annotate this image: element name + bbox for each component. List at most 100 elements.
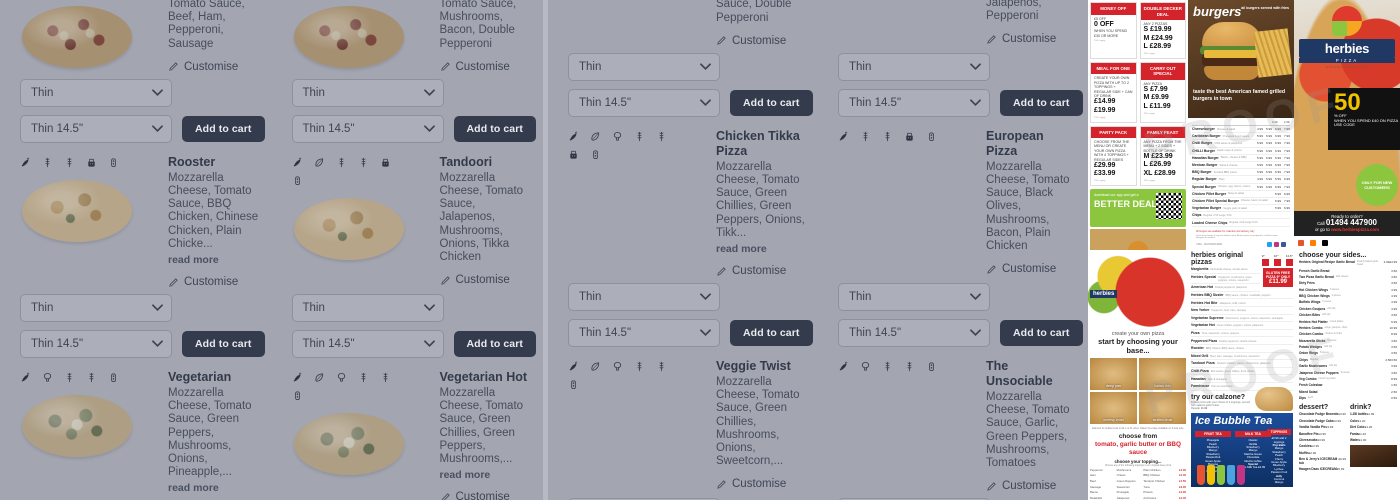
wheat-icon — [86, 372, 97, 383]
controls-cell: Thin Thin 14.5" Add to cart — [548, 277, 818, 355]
product-card[interactable]: Tomato Sauce, Mushrooms, Bacon, Double P… — [282, 0, 534, 73]
add-to-cart-button[interactable]: Add to cart — [1000, 89, 1083, 116]
read-more-link[interactable]: read more — [716, 243, 767, 256]
add-to-cart-button[interactable]: Add to cart — [453, 331, 537, 358]
customise-link[interactable]: Customise — [716, 35, 808, 47]
product-card[interactable]: Tandoori Mozzarella Cheese, Tomato Sauce… — [282, 151, 534, 286]
size-select[interactable]: Thin 14.5" — [20, 330, 172, 359]
customise-link[interactable]: Customise — [440, 274, 534, 286]
topping-name: Sausage — [1090, 484, 1102, 489]
controls-cell: Thin Thin 14.5" Add to cart — [272, 288, 544, 366]
product-card[interactable]: Veggie Twist Mozzarella Cheese, Tomato S… — [558, 355, 808, 490]
size-select[interactable]: Thin 14.5" — [568, 319, 720, 348]
customise-link[interactable]: Customise — [168, 61, 262, 73]
add-to-cart-button[interactable]: Add to cart — [182, 115, 265, 142]
crust-select[interactable]: Thin — [568, 283, 720, 312]
read-more-link[interactable]: read more — [168, 254, 219, 267]
crust-select[interactable]: Thin — [20, 294, 172, 323]
customise-link[interactable]: Customise — [716, 478, 808, 490]
add-to-cart-button[interactable]: Add to cart — [453, 115, 537, 142]
product-image[interactable] — [293, 6, 404, 68]
dessert-name: Ben & Jerry's ICECREAM tub — [1299, 457, 1338, 466]
original-pizza-row: Pizza Tuna, sweetcorn, onions, peppers — [1191, 330, 1293, 338]
product-card[interactable]: Chicken Tikka Pizza Mozzarella Cheese, T… — [558, 125, 808, 277]
chilli-icon — [839, 361, 848, 371]
instagram-icon[interactable] — [1274, 241, 1279, 247]
gluten-price: £11.99 — [1268, 278, 1288, 285]
product-name: Vegetarian Hot — [439, 370, 528, 385]
product-card[interactable]: Pepperoni Pizza Mozzarella Cheese, Tomat… — [558, 0, 808, 47]
customise-link[interactable]: Customise — [168, 276, 262, 288]
chilli-icon — [569, 361, 578, 371]
burger-row: Hawaiian Burger Bacon, cheese & BBQ 5.99… — [1192, 155, 1290, 162]
topping-name: Mushrooms — [1116, 467, 1132, 472]
burger-desc: Pineapple & jerk sauce — [1222, 134, 1250, 138]
product-info: Tandoori Mozzarella Cheese, Tomato Sauce… — [440, 151, 534, 286]
add-to-cart-button[interactable]: Add to cart — [730, 89, 813, 116]
burger-price: 5.99 — [1256, 163, 1263, 168]
product-card[interactable]: European Pizza Mozzarella Cheese, Tomato… — [828, 125, 1078, 275]
pizza-base-label: deep pan — [1106, 384, 1121, 388]
product-image[interactable] — [293, 413, 404, 476]
product-image[interactable] — [293, 197, 404, 260]
topping-name: Jalapenos — [1116, 495, 1130, 500]
topping-name: Pineapple — [1116, 490, 1130, 495]
size-select[interactable]: Thin 14.5" — [838, 319, 990, 348]
size-select[interactable]: Thin 14.5" — [291, 330, 444, 359]
call-label: Call — [1317, 221, 1325, 226]
twitter-icon[interactable] — [1267, 241, 1272, 247]
burger-desc: Bacon, cheese & BBQ — [1220, 156, 1247, 160]
original-pizza-name: Pizza — [1191, 331, 1200, 336]
crust-select[interactable]: Thin — [568, 52, 720, 81]
flyer-brand-column: herbies PIZZA ESTABLISHED 1989 50 % OFF … — [1294, 0, 1400, 250]
dessert-name: Vanilla Vanilla Pie — [1299, 425, 1326, 430]
topping-name: Sweetcorn — [1116, 484, 1130, 489]
size-select[interactable]: Thin 14.5" — [568, 88, 720, 117]
customise-link[interactable]: Customise — [440, 491, 534, 500]
product-media — [828, 355, 978, 492]
soya-icon — [929, 132, 934, 141]
crust-select[interactable]: Thin — [291, 78, 444, 107]
product-image[interactable] — [22, 179, 132, 242]
facebook-icon[interactable] — [1281, 241, 1286, 247]
add-to-cart-button[interactable]: Add to cart — [1000, 320, 1083, 347]
controls-cell: Thin Thin 14.5" Add to cart — [818, 492, 1088, 500]
customise-link[interactable]: Customise — [986, 263, 1078, 275]
size-select[interactable]: Thin 14.5" — [291, 114, 444, 143]
add-to-cart-button[interactable]: Add to cart — [182, 331, 265, 358]
product-card[interactable]: Vegetarian Hot Mozzarella Cheese, Tomato… — [282, 366, 534, 500]
customise-link[interactable]: Customise — [986, 480, 1078, 492]
product-card[interactable]: The Unsociable Mozzarella Cheese, Tomato… — [828, 355, 1078, 492]
add-to-cart-button[interactable]: Add to cart — [730, 320, 813, 347]
product-card[interactable]: American Hot Mozzarella Cheese, Tomato S… — [828, 0, 1078, 45]
crust-select[interactable]: Thin — [838, 283, 990, 312]
customise-link[interactable]: Customise — [986, 33, 1078, 45]
original-pizza-name: Herbies BBQ Sizzler — [1191, 293, 1224, 298]
pizza-size-header: 14.5" — [1285, 254, 1293, 266]
deal-line: £5 OFF — [1094, 16, 1107, 21]
burger-price: 6.99 — [1265, 134, 1272, 139]
ubereats-icon — [1322, 239, 1328, 246]
crust-select[interactable]: Thin — [838, 52, 990, 81]
burger-price: 5.99 — [1274, 206, 1281, 211]
crust-select[interactable]: Thin — [20, 78, 172, 107]
phone-number[interactable]: 01494 447900 — [1325, 218, 1377, 227]
product-card[interactable]: Tomato Sauce, Beef, Ham, Pepperoni, Saus… — [10, 0, 262, 73]
customise-link[interactable]: Customise — [440, 61, 534, 73]
product-image[interactable] — [22, 395, 132, 458]
product-card[interactable]: Rooster Mozzarella Cheese, Tomato Sauce,… — [10, 151, 262, 288]
soya-icon — [929, 362, 934, 372]
soya-icon — [108, 372, 119, 383]
size-select[interactable]: Thin 14.5" — [20, 114, 172, 143]
size-select[interactable]: Thin 14.5" — [838, 88, 990, 117]
website-link[interactable]: www.herbiespizza.com — [1331, 227, 1380, 232]
justeat-icon — [1298, 239, 1304, 246]
read-more-link[interactable]: read more — [439, 469, 491, 482]
product-image[interactable] — [22, 6, 132, 68]
side-price-large: £4.99 — [1389, 260, 1397, 265]
crust-select[interactable]: Thin — [291, 294, 444, 323]
wheat-icon — [383, 372, 387, 383]
product-card[interactable]: Vegetarian Mozzarella Cheese, Tomato Sau… — [10, 366, 262, 500]
customise-link[interactable]: Customise — [716, 265, 808, 277]
read-more-link[interactable]: read more — [168, 482, 219, 495]
